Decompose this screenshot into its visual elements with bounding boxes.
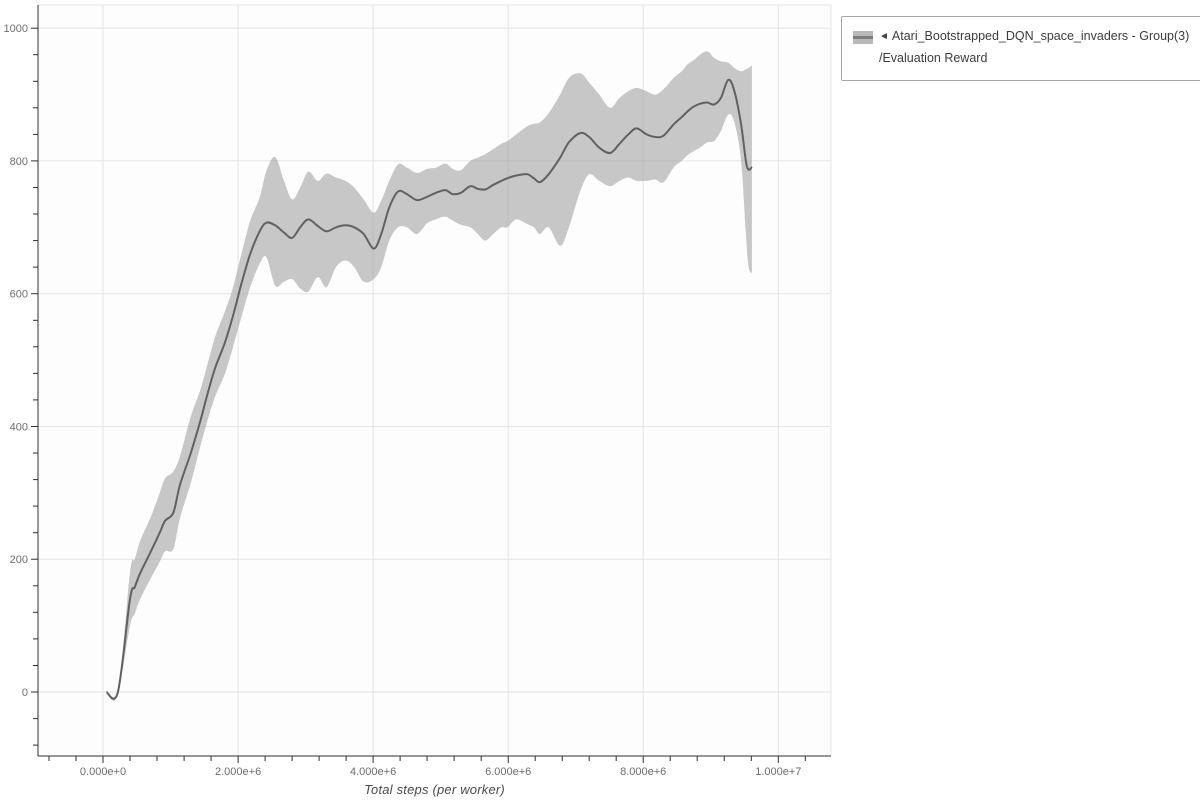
x-axis-title: Total steps (per worker) <box>364 782 505 797</box>
y-tick-label: 1000 <box>4 23 28 35</box>
legend-line-1: ◄ Atari_Bootstrapped_DQN_space_invaders -… <box>879 26 1189 48</box>
y-tick-label: 0 <box>22 687 28 699</box>
series-swatch-icon <box>853 31 873 44</box>
x-tick-label: 0.000e+0 <box>80 766 126 778</box>
y-tick-label: 800 <box>10 156 28 168</box>
collapse-arrow-icon[interactable]: ◄ <box>879 31 889 42</box>
x-tick-label: 2.000e+6 <box>215 766 261 778</box>
y-tick-label: 600 <box>10 289 28 301</box>
y-tick-label: 200 <box>10 554 28 566</box>
x-tick-label: 6.000e+6 <box>485 766 531 778</box>
confidence-band <box>106 51 752 701</box>
y-tick-label: 400 <box>10 422 28 434</box>
x-tick-label: 8.000e+6 <box>620 766 666 778</box>
legend-line-2: /Evaluation Reward <box>879 51 988 65</box>
mean-line <box>105 78 753 700</box>
x-tick-label: 1.000e+7 <box>755 766 801 778</box>
series-name: Atari_Bootstrapped_DQN_space_invaders - … <box>891 29 1190 43</box>
legend[interactable]: ◄ Atari_Bootstrapped_DQN_space_invaders -… <box>841 16 1200 81</box>
x-tick-label: 4.000e+6 <box>350 766 396 778</box>
legend-entry[interactable]: ◄ Atari_Bootstrapped_DQN_space_invaders -… <box>879 26 1189 69</box>
